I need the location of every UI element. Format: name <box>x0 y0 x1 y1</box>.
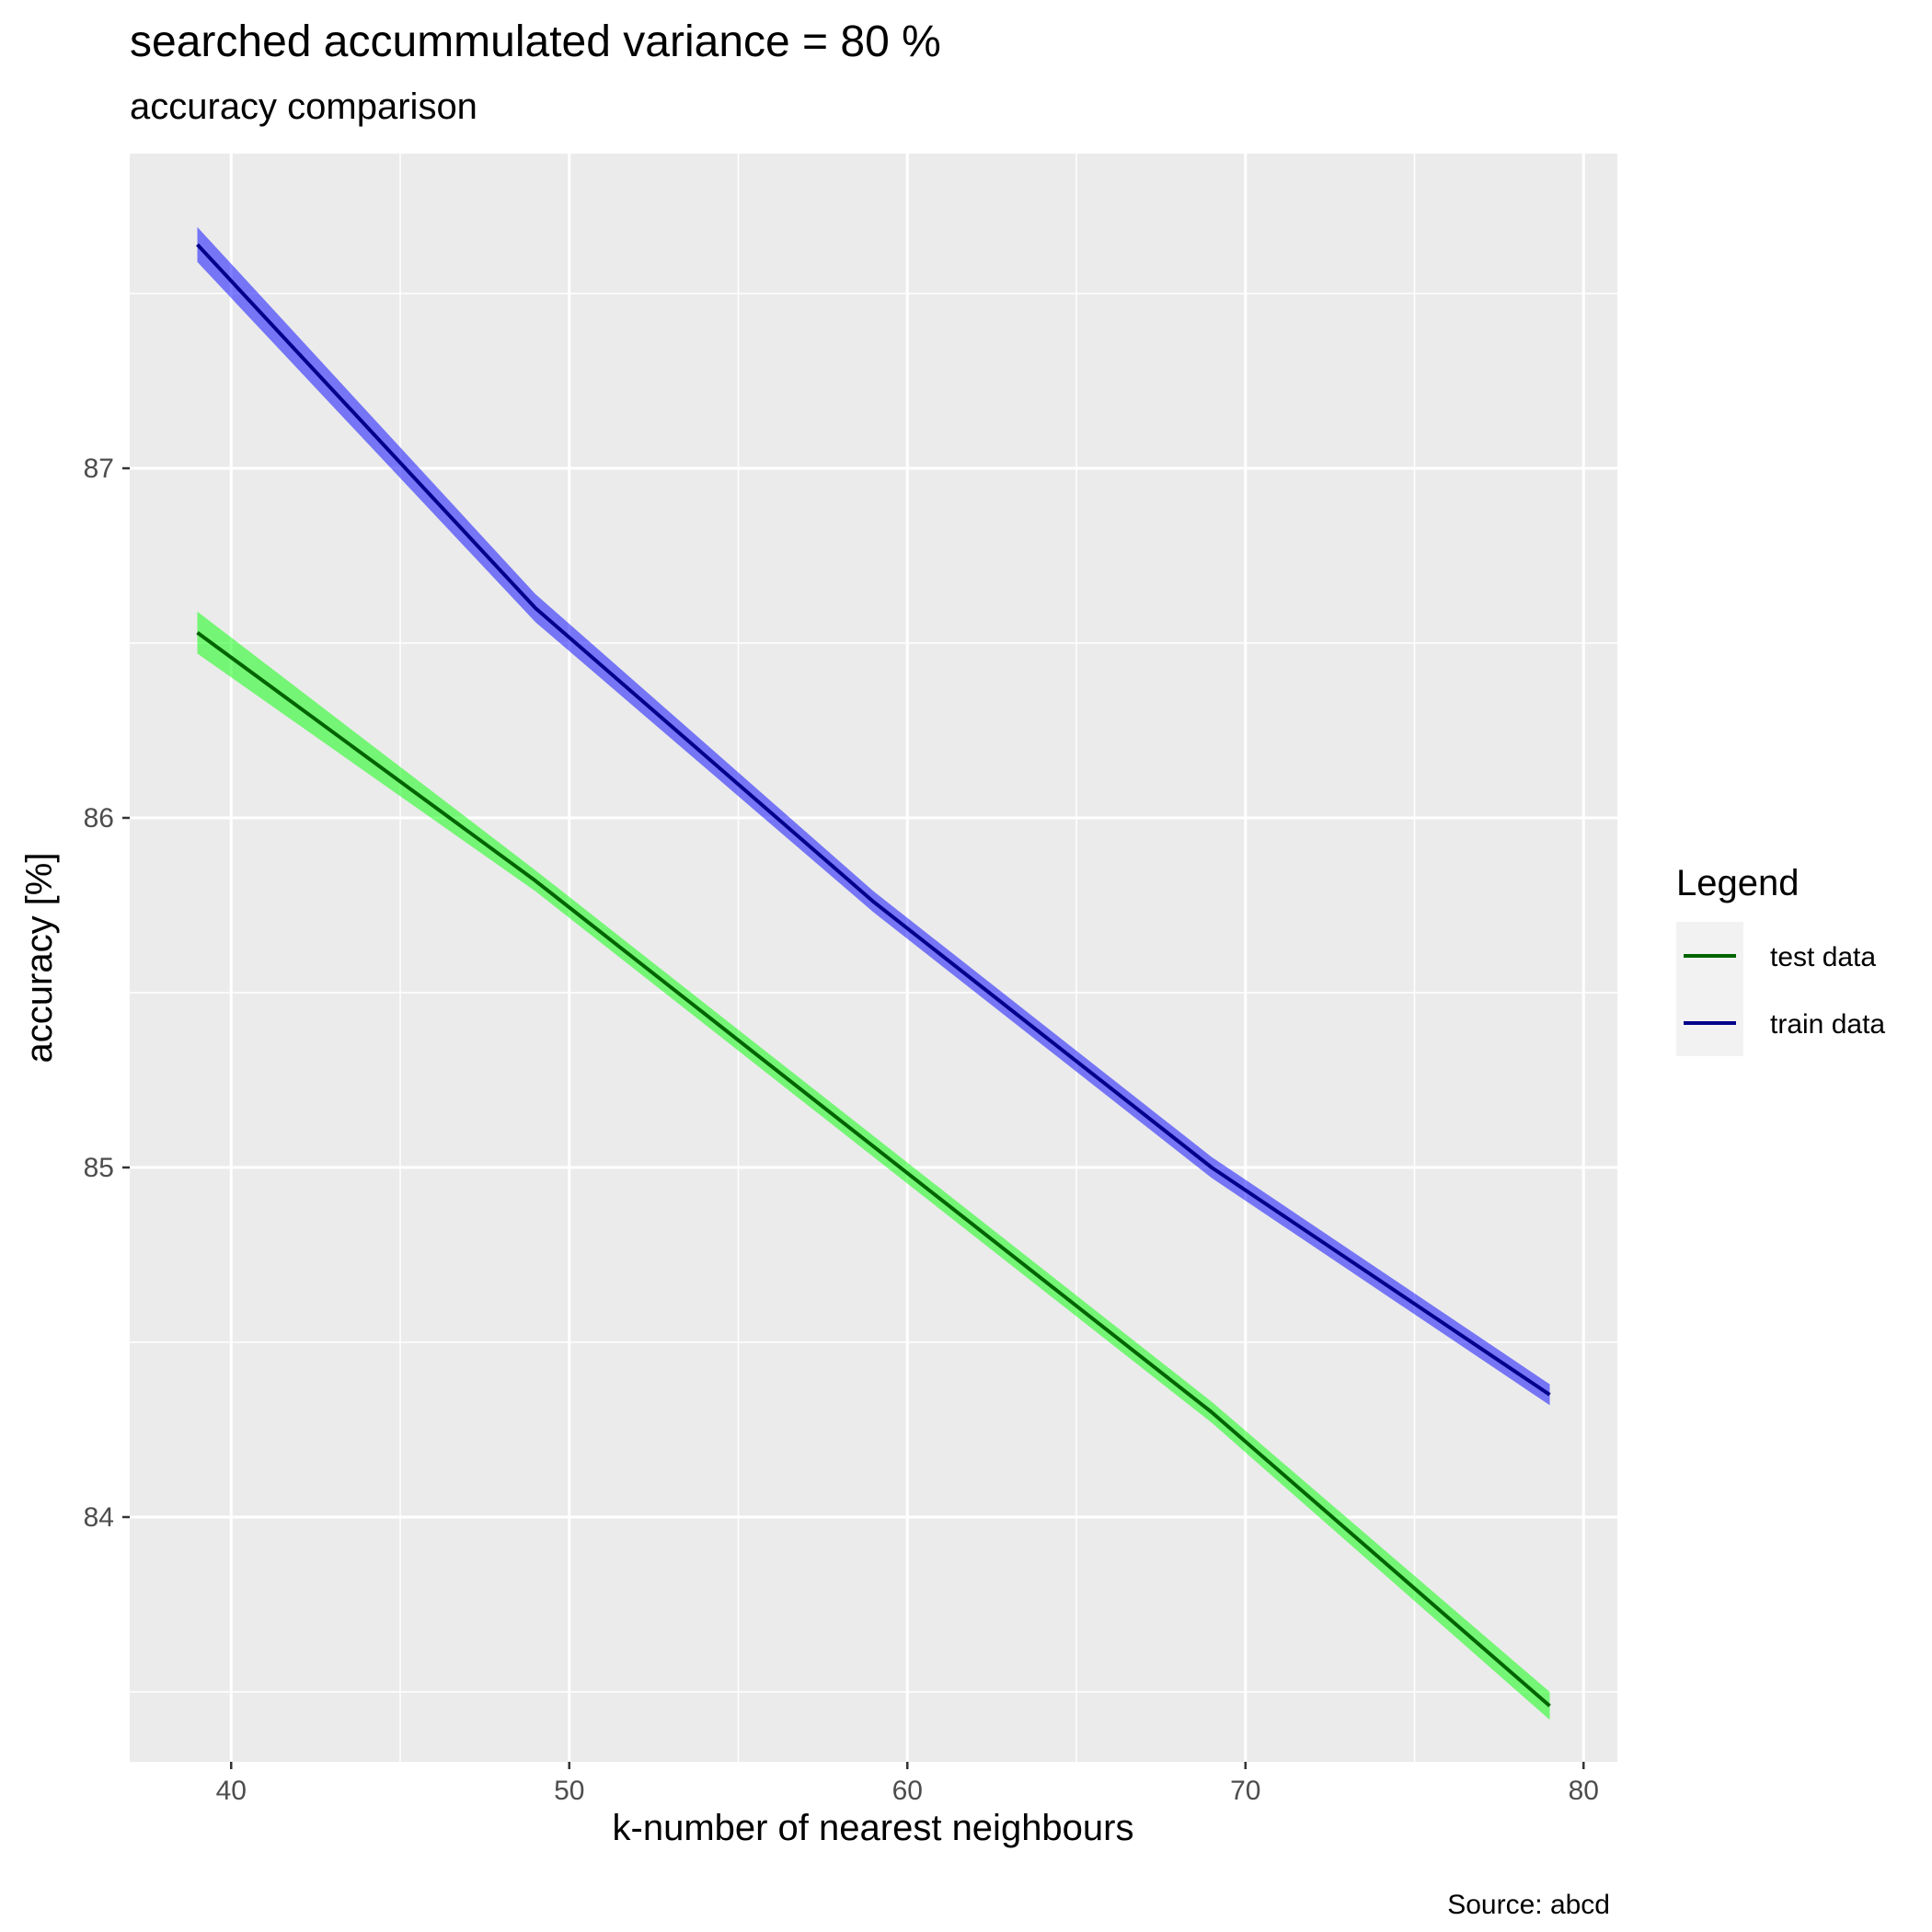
x-axis: 40 50 60 70 80 <box>216 1762 1599 1806</box>
x-tick-label: 80 <box>1569 1776 1599 1806</box>
plot-panel <box>130 154 1617 1762</box>
series-line <box>196 630 1551 1708</box>
chart-subtitle: accuracy comparison <box>130 86 477 127</box>
legend: Legend test data train data <box>1676 863 1885 1056</box>
series-layer <box>196 226 1551 1720</box>
x-tick-label: 40 <box>216 1776 247 1806</box>
y-tick-label: 85 <box>84 1153 114 1183</box>
major-gridlines <box>130 154 1617 1762</box>
legend-label: train data <box>1770 1009 1885 1040</box>
chart-caption: Source: abcd <box>1447 1890 1610 1920</box>
y-axis-title: accuracy [%] <box>19 853 60 1064</box>
minor-gridlines <box>130 154 1617 1762</box>
y-tick-label: 84 <box>84 1502 114 1533</box>
x-tick-label: 60 <box>892 1776 923 1806</box>
x-axis-title: k-number of nearest neighbours <box>613 1808 1134 1848</box>
y-tick-label: 87 <box>84 454 114 484</box>
y-axis: 84 85 86 87 <box>84 454 130 1533</box>
y-tick-label: 86 <box>84 803 114 834</box>
confidence-band <box>197 611 1550 1720</box>
chart-title: searched accummulated variance = 80 % <box>130 17 941 66</box>
x-tick-label: 70 <box>1230 1776 1260 1806</box>
legend-key-background <box>1676 922 1743 1056</box>
legend-items: test data train data <box>1684 942 1885 1040</box>
legend-title: Legend <box>1676 863 1799 903</box>
x-tick-label: 50 <box>554 1776 584 1806</box>
series-line <box>196 243 1551 1397</box>
legend-label: test data <box>1770 942 1876 972</box>
